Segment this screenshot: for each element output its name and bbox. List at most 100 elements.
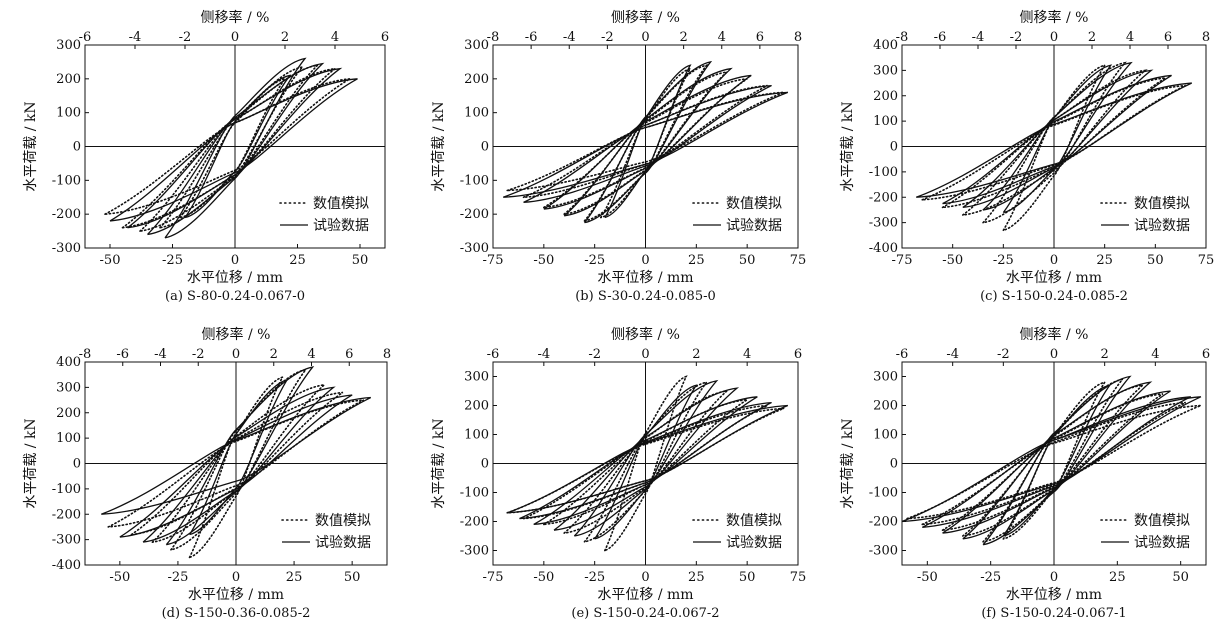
x-tick-label: 50 xyxy=(739,253,756,268)
sim-loop xyxy=(139,64,320,232)
x2-tick-label: 2 xyxy=(1088,30,1096,45)
y-tick-label: 0 xyxy=(890,140,898,155)
test-loop xyxy=(594,384,698,540)
panel-caption: (e) S-150-0.24-0.067-2 xyxy=(571,606,719,621)
y-axis-label: 水平荷载 / kN xyxy=(23,101,39,191)
x2-tick-label: 6 xyxy=(1202,347,1210,362)
curves xyxy=(502,60,789,224)
x-tick-label: 75 xyxy=(790,570,807,585)
x2-tick-label: 4 xyxy=(1126,30,1134,45)
x2-tick-label: -6 xyxy=(525,30,538,45)
y-tick-label: -200 xyxy=(869,190,898,205)
test-loop xyxy=(1002,64,1113,214)
y-tick-label: 100 xyxy=(56,106,81,121)
x2-tick-label: -4 xyxy=(537,347,550,362)
x2-tick-label: -2 xyxy=(601,30,614,45)
y-tick-label: 200 xyxy=(873,89,898,104)
y-tick-label: 300 xyxy=(56,38,81,53)
x-axis-label: 水平位移 / mm xyxy=(187,270,283,286)
x2-tick-label: -6 xyxy=(79,30,92,45)
x-tick-label: -50 xyxy=(533,570,554,585)
test-loop xyxy=(119,394,353,538)
sim-loop xyxy=(188,375,285,559)
test-loop xyxy=(533,396,758,526)
y-tick-label: 300 xyxy=(464,370,489,385)
x2-tick-label: -2 xyxy=(192,347,205,362)
legend-test-label: 试验数据 xyxy=(315,535,371,551)
x2-tick-label: -6 xyxy=(116,347,129,362)
sim-loop xyxy=(159,65,305,229)
x2-tick-label: -4 xyxy=(154,347,167,362)
legend-test-label: 试验数据 xyxy=(726,218,782,234)
test-loop xyxy=(583,60,713,224)
x-axis-label: 水平位移 / mm xyxy=(597,270,693,286)
x2-tick-label: 2 xyxy=(270,347,278,362)
y-tick-label: 300 xyxy=(873,63,898,78)
x-tick-label: 25 xyxy=(688,253,705,268)
legend-test-label: 试验数据 xyxy=(726,535,782,551)
y-tick-label: -300 xyxy=(869,544,898,559)
x-tick-label: 50 xyxy=(344,570,361,585)
x2-tick-label: 6 xyxy=(381,30,389,45)
legend-test-label: 试验数据 xyxy=(313,218,369,234)
y-tick-label: -200 xyxy=(460,515,489,530)
y-tick-label: 0 xyxy=(481,457,489,472)
sim-loop xyxy=(604,375,688,552)
y-tick-label: 100 xyxy=(464,428,489,443)
test-loop xyxy=(553,387,740,531)
curves xyxy=(104,57,358,239)
y-tick-label: 200 xyxy=(873,399,898,414)
x-tick-label: 25 xyxy=(1096,253,1113,268)
x-tick-label: -75 xyxy=(892,253,913,268)
x2-tick-label: -8 xyxy=(487,30,500,45)
panel-caption: (a) S-80-0.24-0.067-0 xyxy=(165,289,305,304)
test-loop xyxy=(915,82,1193,198)
x-tick-label: 50 xyxy=(352,253,369,268)
sim-loop xyxy=(1002,64,1107,232)
panel-caption: (b) S-30-0.24-0.085-0 xyxy=(575,289,716,304)
chart-panel-3: -50 -25 0 25 50 -8 -6 -4 -2 0 2 4 6 8 -400 -300 -200 -100… xyxy=(23,326,391,621)
x-tick-label: -25 xyxy=(162,253,183,268)
x2-tick-label: 2 xyxy=(679,30,687,45)
x-tick-label: 0 xyxy=(231,253,239,268)
chart-panel-1: -75 -50 -25 0 25 50 75 -8 -6 -4 -2 0 2 4 6 8 -300 -200 -10… xyxy=(431,9,806,304)
test-loop xyxy=(942,74,1172,205)
legend-bg xyxy=(1093,511,1203,555)
x-tick-label: -50 xyxy=(942,253,963,268)
y-tick-label: 0 xyxy=(73,457,81,472)
y-tick-label: 200 xyxy=(464,72,489,87)
y-tick-label: -300 xyxy=(460,544,489,559)
x2-tick-label: -4 xyxy=(946,347,959,362)
x2-tick-label: 4 xyxy=(743,347,751,362)
x2-tick-label: -2 xyxy=(588,347,601,362)
x2-tick-label: -6 xyxy=(896,347,909,362)
x-tick-label: 50 xyxy=(1147,253,1164,268)
x-tick-label: 0 xyxy=(641,570,649,585)
y-tick-label: 200 xyxy=(56,72,81,87)
y-tick-label: -100 xyxy=(52,482,81,497)
y-tick-label: -100 xyxy=(869,486,898,501)
panel-caption: (d) S-150-0.36-0.085-2 xyxy=(162,606,311,621)
x-tick-label: -25 xyxy=(584,570,605,585)
test-loop xyxy=(164,57,307,239)
x2-tick-label: 0 xyxy=(1050,30,1058,45)
y-tick-label: 0 xyxy=(73,140,81,155)
y-tick-label: 300 xyxy=(464,38,489,53)
x-tick-label: -75 xyxy=(483,570,504,585)
x2-tick-label: 0 xyxy=(232,347,240,362)
sim-loop xyxy=(962,384,1146,537)
x2-tick-label: 6 xyxy=(756,30,764,45)
x2-axis-label: 侧移率 / % xyxy=(1020,9,1089,26)
x2-tick-label: 2 xyxy=(692,347,700,362)
x2-tick-label: 4 xyxy=(1151,347,1159,362)
test-loop xyxy=(921,396,1192,528)
sim-loop xyxy=(151,383,327,543)
test-loop xyxy=(523,84,772,203)
chart-panel-2: -75 -50 -25 0 25 50 75 -8 -6 -4 -2 0 2 4 6 8 -400 -300 -20… xyxy=(840,9,1214,304)
y-axis-label: 水平荷载 / kN xyxy=(840,418,856,508)
chart-panel-0: -50 -25 0 25 50 -6 -4 -2 0 2 4 6 -300 -200 -100 0 100 200… xyxy=(23,9,389,304)
x2-tick-label: -2 xyxy=(997,347,1010,362)
y-tick-label: -300 xyxy=(460,241,489,256)
